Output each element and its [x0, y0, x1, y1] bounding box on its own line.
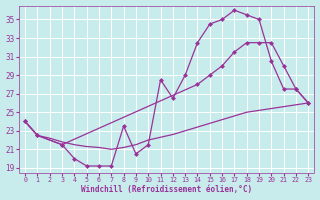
X-axis label: Windchill (Refroidissement éolien,°C): Windchill (Refroidissement éolien,°C) [81, 185, 252, 194]
